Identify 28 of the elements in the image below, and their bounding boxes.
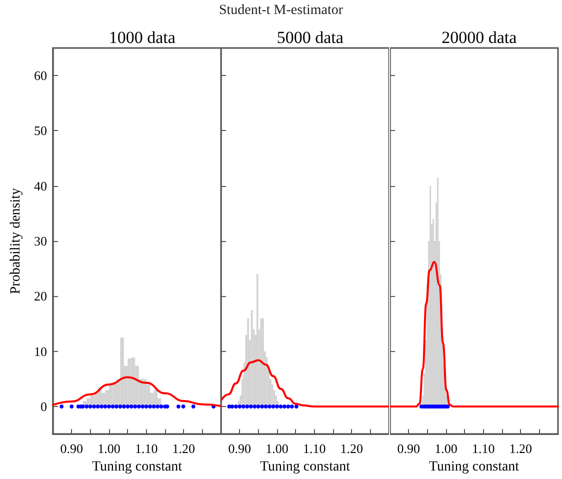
x-tick-label: 1.00 xyxy=(434,441,458,456)
chart-title: 5000 data xyxy=(277,28,344,47)
x-axis-title: Tuning constant xyxy=(260,460,350,474)
y-tick-label: 20 xyxy=(34,288,47,304)
x-tick-label: 1.10 xyxy=(134,441,158,456)
x-axis-title: Tuning constant xyxy=(92,460,182,474)
chart-title: 20000 data xyxy=(441,28,517,47)
x-tick-label: 1.20 xyxy=(508,441,532,456)
text: Student-t M-estimator xyxy=(218,3,344,19)
y-tick-label: 10 xyxy=(34,344,47,359)
y-axis-title: Probability density xyxy=(8,188,24,294)
x-tick-label: 1.00 xyxy=(266,441,289,456)
chart-title: 1000 data xyxy=(108,28,176,47)
x-tick-label: 1.00 xyxy=(98,441,120,456)
y-tick-label: 30 xyxy=(34,234,47,249)
x-tick-label: 1.10 xyxy=(303,441,326,456)
x-tick-label: 0.90 xyxy=(60,441,84,456)
y-tick-label: 0 xyxy=(40,399,47,414)
x-tick-label: 1.20 xyxy=(340,441,364,456)
line-series xyxy=(52,376,221,407)
x-tick-label: 0.90 xyxy=(228,441,252,456)
x-tick-label: 1.20 xyxy=(172,441,196,456)
y-tick-label: 50 xyxy=(34,123,47,138)
x-axis-title: Tuning constant xyxy=(428,460,519,474)
y-tick-label: 40 xyxy=(34,178,47,194)
x-tick-label: 1.10 xyxy=(472,441,494,456)
y-tick-label: 60 xyxy=(34,68,47,84)
x-tick-label: 0.90 xyxy=(396,441,420,456)
